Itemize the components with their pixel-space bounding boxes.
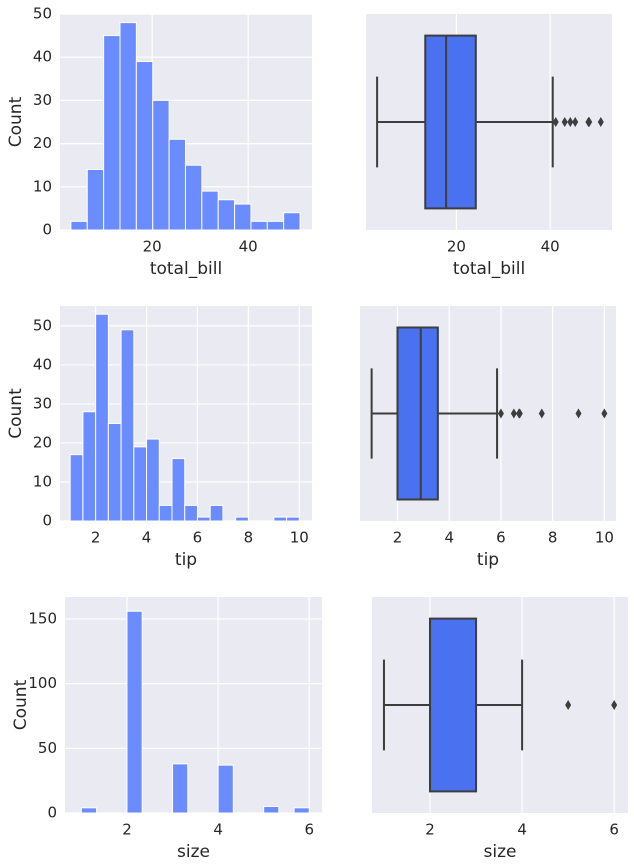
y-axis-label: Count (6, 388, 26, 439)
y-tick-label: 20 (33, 433, 52, 451)
x-tick-label: 6 (496, 529, 506, 547)
x-tick-label: 2 (393, 529, 403, 547)
x-tick-label: 4 (213, 821, 223, 839)
flier (567, 117, 574, 127)
x-tick-label: 10 (595, 529, 614, 547)
y-tick-label: 100 (28, 674, 57, 692)
y-tick-label: 0 (47, 804, 57, 822)
y-axis-label: Count (11, 679, 31, 730)
x-tick-label: 4 (517, 821, 527, 839)
bar (209, 504, 224, 522)
y-tick-label: 40 (33, 355, 52, 373)
flier (561, 117, 568, 127)
flier (601, 408, 608, 419)
bar (103, 35, 121, 231)
y-tick-label: 50 (38, 739, 57, 757)
bar (235, 516, 249, 522)
x-tick-label: 6 (193, 529, 203, 547)
bar (120, 329, 135, 522)
x-tick-label: 20 (447, 238, 466, 256)
bar (82, 411, 97, 522)
x-tick-label: 8 (244, 529, 254, 547)
bar (69, 454, 84, 522)
box (396, 326, 439, 501)
bar (135, 61, 154, 231)
bar (217, 199, 236, 231)
bar (250, 220, 268, 231)
bar (234, 203, 252, 231)
y-tick-label: 30 (33, 91, 52, 109)
y-tick-label: 40 (33, 48, 52, 66)
bar (184, 164, 203, 231)
x-axis-label: total_bill (453, 259, 525, 279)
x-tick-label: 2 (425, 821, 435, 839)
box (424, 34, 477, 210)
flier (611, 700, 618, 710)
x-axis-label: size (484, 842, 517, 862)
flier (516, 408, 523, 419)
y-tick-label: 0 (42, 221, 52, 239)
plot-area (65, 597, 322, 813)
bar (119, 22, 137, 231)
bar (217, 764, 234, 814)
box (429, 617, 478, 793)
x-tick-label: 4 (142, 529, 152, 547)
bar (273, 516, 288, 522)
x-axis-label: size (177, 842, 210, 862)
flier (572, 117, 579, 127)
x-tick-label: 6 (304, 821, 314, 839)
bar (263, 806, 280, 814)
x-tick-label: 40 (239, 238, 258, 256)
bar (86, 169, 105, 231)
x-tick-label: 6 (609, 821, 619, 839)
bar (172, 763, 189, 814)
y-tick-label: 10 (33, 472, 52, 490)
flier (575, 408, 582, 419)
bar (133, 446, 148, 522)
y-tick-label: 10 (33, 177, 52, 195)
y-tick-label: 0 (42, 512, 52, 530)
bar (283, 212, 301, 231)
x-axis-label: tip (477, 550, 499, 570)
flier (586, 117, 593, 127)
y-tick-label: 50 (33, 316, 52, 334)
x-tick-label: 2 (91, 529, 101, 547)
bar (293, 807, 310, 814)
bar (80, 807, 98, 814)
flier (538, 408, 545, 419)
bar (196, 516, 211, 522)
bar (201, 190, 219, 231)
x-tick-label: 4 (444, 529, 454, 547)
flier (565, 700, 572, 710)
bar (70, 220, 88, 231)
bar (158, 504, 173, 522)
x-tick-label: 8 (548, 529, 558, 547)
x-tick-label: 2 (122, 821, 132, 839)
bar (171, 458, 186, 522)
y-tick-label: 30 (33, 394, 52, 412)
bar (95, 313, 109, 522)
flier (552, 117, 559, 127)
x-tick-label: 10 (290, 529, 309, 547)
bar (126, 610, 143, 814)
y-tick-label: 50 (33, 5, 52, 23)
bar (152, 99, 170, 231)
flier (597, 117, 604, 127)
bar (266, 220, 285, 231)
x-tick-label: 40 (541, 238, 560, 256)
bar (168, 138, 186, 231)
flier (510, 408, 517, 419)
y-tick-label: 20 (33, 134, 52, 152)
y-tick-label: 150 (28, 609, 57, 627)
x-axis-label: tip (175, 550, 197, 570)
bar (286, 516, 300, 522)
y-axis-label: Count (6, 96, 26, 147)
bar (107, 422, 122, 522)
flier (497, 408, 504, 419)
bar (184, 504, 198, 522)
x-tick-label: 20 (143, 238, 162, 256)
bar (146, 438, 160, 522)
x-axis-label: total_bill (150, 259, 222, 279)
